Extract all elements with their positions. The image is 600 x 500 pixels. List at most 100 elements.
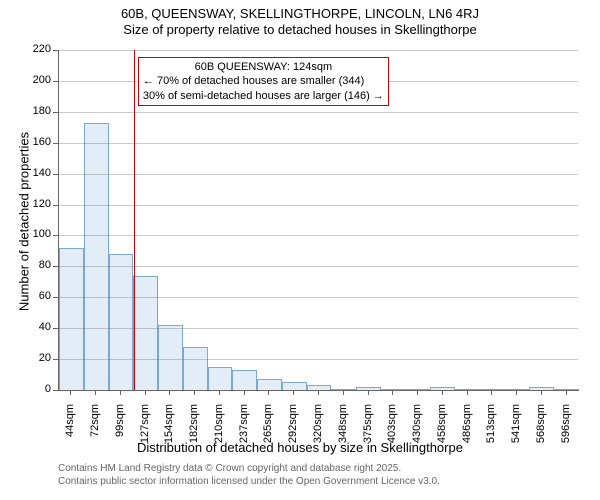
y-tick-label: 40 [23, 321, 51, 333]
y-tick [53, 297, 58, 298]
histogram-bar [257, 379, 282, 390]
x-tick-label: 182sqm [188, 404, 200, 454]
y-tick [53, 205, 58, 206]
x-tick [541, 390, 542, 395]
x-tick-label: 154sqm [163, 404, 175, 454]
x-tick [70, 390, 71, 395]
histogram-bar [554, 389, 579, 390]
footer-line-1: Contains HM Land Registry data © Crown c… [58, 462, 440, 475]
x-tick-label: 541sqm [510, 404, 522, 454]
x-tick-label: 72sqm [89, 404, 101, 454]
y-gridline [58, 174, 578, 175]
y-tick [53, 112, 58, 113]
y-tick [53, 328, 58, 329]
x-tick [566, 390, 567, 395]
y-gridline [58, 205, 578, 206]
y-tick-label: 20 [23, 352, 51, 364]
histogram-bar [232, 370, 257, 390]
x-tick [467, 390, 468, 395]
x-tick [268, 390, 269, 395]
y-tick-label: 60 [23, 290, 51, 302]
y-tick-label: 80 [23, 259, 51, 271]
x-tick [145, 390, 146, 395]
y-gridline [58, 359, 578, 360]
x-tick-label: 375sqm [362, 404, 374, 454]
y-tick-label: 0 [23, 383, 51, 395]
y-tick-label: 160 [23, 136, 51, 148]
y-tick [53, 235, 58, 236]
y-tick-label: 220 [23, 43, 51, 55]
x-tick-label: 458sqm [436, 404, 448, 454]
x-tick-label: 403sqm [386, 404, 398, 454]
y-tick-label: 200 [23, 74, 51, 86]
y-tick [53, 390, 58, 391]
annotation-box: 60B QUEENSWAY: 124sqm← 70% of detached h… [138, 57, 389, 106]
y-tick [53, 174, 58, 175]
y-gridline [58, 235, 578, 236]
histogram-bar [331, 389, 356, 390]
y-tick-label: 180 [23, 105, 51, 117]
histogram-bar [529, 387, 554, 390]
footer-text: Contains HM Land Registry data © Crown c… [58, 462, 440, 488]
x-tick-label: 237sqm [238, 404, 250, 454]
x-tick-label: 127sqm [139, 404, 151, 454]
histogram-bar [208, 367, 233, 390]
y-tick-label: 120 [23, 198, 51, 210]
y-gridline [58, 143, 578, 144]
x-tick [392, 390, 393, 395]
x-tick [442, 390, 443, 395]
histogram-bar [282, 382, 307, 390]
marker-line [134, 50, 135, 390]
y-tick [53, 143, 58, 144]
x-tick [95, 390, 96, 395]
histogram-bar [356, 387, 381, 390]
y-tick-label: 140 [23, 167, 51, 179]
title-line-1: 60B, QUEENSWAY, SKELLINGTHORPE, LINCOLN,… [0, 6, 600, 21]
histogram-bar [59, 248, 84, 390]
x-tick [293, 390, 294, 395]
x-tick [194, 390, 195, 395]
x-tick-label: 430sqm [411, 404, 423, 454]
x-tick-label: 348sqm [337, 404, 349, 454]
x-tick-label: 486sqm [461, 404, 473, 454]
x-tick-label: 513sqm [485, 404, 497, 454]
y-tick-label: 100 [23, 228, 51, 240]
y-tick [53, 50, 58, 51]
histogram-bar [158, 325, 183, 390]
y-gridline [58, 112, 578, 113]
footer-line-2: Contains public sector information licen… [58, 475, 440, 488]
x-tick [219, 390, 220, 395]
annotation-line-3: 30% of semi-detached houses are larger (… [143, 89, 384, 103]
x-tick [491, 390, 492, 395]
chart-container: 60B, QUEENSWAY, SKELLINGTHORPE, LINCOLN,… [0, 0, 600, 500]
histogram-bar [183, 347, 208, 390]
annotation-line-1: 60B QUEENSWAY: 124sqm [143, 60, 384, 74]
x-tick-label: 320sqm [312, 404, 324, 454]
y-tick [53, 266, 58, 267]
x-tick [120, 390, 121, 395]
x-tick-label: 44sqm [64, 404, 76, 454]
x-tick [318, 390, 319, 395]
x-tick [169, 390, 170, 395]
x-tick [368, 390, 369, 395]
y-gridline [58, 266, 578, 267]
histogram-bar [430, 387, 455, 390]
x-tick [417, 390, 418, 395]
y-gridline [58, 328, 578, 329]
histogram-bar [84, 123, 109, 390]
x-tick [244, 390, 245, 395]
x-tick-label: 596sqm [560, 404, 572, 454]
y-tick [53, 81, 58, 82]
histogram-bar [455, 389, 480, 390]
x-tick-label: 210sqm [213, 404, 225, 454]
x-tick [516, 390, 517, 395]
title-line-2: Size of property relative to detached ho… [0, 22, 600, 37]
x-tick-label: 568sqm [535, 404, 547, 454]
histogram-bar [109, 254, 134, 390]
annotation-line-2: ← 70% of detached houses are smaller (34… [143, 74, 384, 88]
x-tick [343, 390, 344, 395]
y-gridline [58, 50, 578, 51]
y-gridline [58, 297, 578, 298]
histogram-bar [133, 276, 158, 390]
y-tick [53, 359, 58, 360]
